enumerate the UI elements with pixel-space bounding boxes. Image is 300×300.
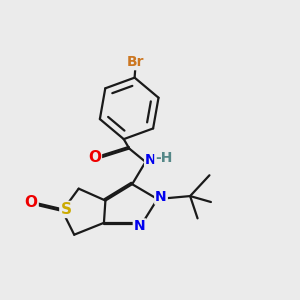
Text: O: O [88, 150, 101, 165]
Text: N: N [145, 153, 157, 167]
Text: N: N [155, 190, 167, 204]
Text: S: S [60, 202, 71, 217]
Text: N: N [134, 219, 146, 233]
Text: -H: -H [155, 151, 173, 165]
Text: Br: Br [127, 55, 145, 69]
Text: O: O [25, 195, 38, 210]
